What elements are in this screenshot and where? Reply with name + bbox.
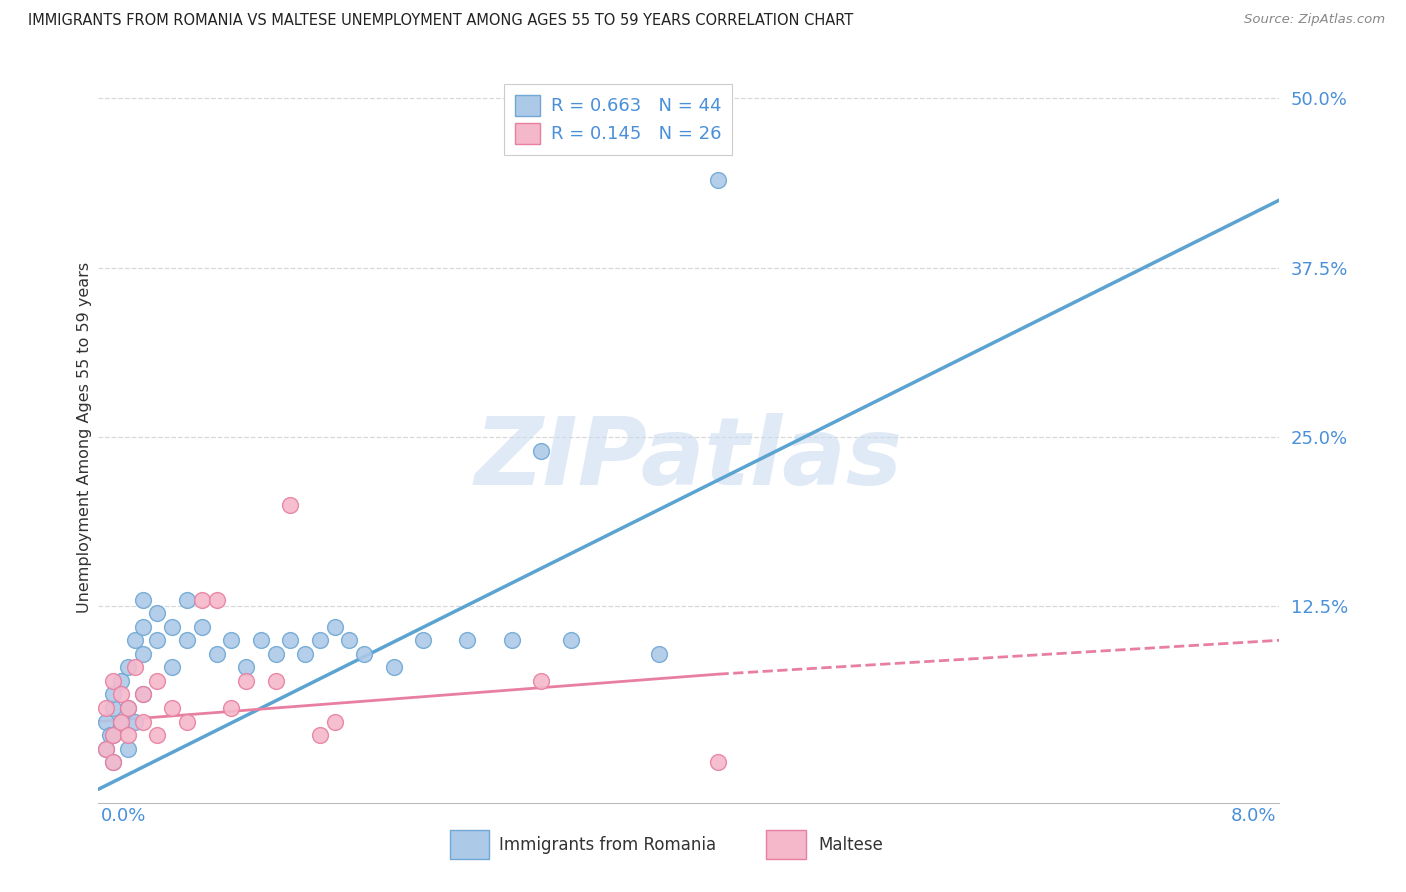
Point — [146, 728, 169, 742]
Point — [132, 688, 155, 702]
Point — [382, 660, 405, 674]
Point — [191, 592, 214, 607]
Point — [235, 673, 257, 688]
Point — [103, 755, 124, 769]
Point — [103, 728, 124, 742]
Point — [530, 443, 553, 458]
Point — [146, 606, 169, 620]
Point — [124, 714, 146, 729]
Point — [176, 592, 198, 607]
Point — [124, 633, 146, 648]
Point — [278, 498, 301, 512]
Point — [219, 633, 242, 648]
Point — [103, 673, 124, 688]
Point — [219, 701, 242, 715]
Point — [648, 647, 671, 661]
Point — [323, 620, 346, 634]
Point — [353, 647, 375, 661]
Point — [278, 633, 301, 648]
Point — [110, 714, 132, 729]
Point — [103, 728, 124, 742]
Point — [117, 701, 139, 715]
Point — [94, 741, 117, 756]
Point — [294, 647, 316, 661]
Point — [162, 620, 183, 634]
Point — [176, 714, 198, 729]
Point — [132, 688, 155, 702]
Text: 8.0%: 8.0% — [1232, 807, 1277, 825]
Point — [162, 701, 183, 715]
Point — [264, 673, 287, 688]
Point — [103, 688, 124, 702]
Point — [176, 633, 198, 648]
Point — [162, 660, 183, 674]
Point — [110, 714, 132, 729]
Legend: R = 0.663   N = 44, R = 0.145   N = 26: R = 0.663 N = 44, R = 0.145 N = 26 — [503, 84, 733, 154]
Point — [94, 701, 117, 715]
Point — [98, 728, 121, 742]
Point — [103, 701, 124, 715]
Point — [308, 728, 332, 742]
Point — [117, 701, 139, 715]
Text: ZIPatlas: ZIPatlas — [475, 413, 903, 505]
Point — [205, 592, 228, 607]
Point — [560, 633, 582, 648]
Point — [707, 755, 730, 769]
Text: Immigrants from Romania: Immigrants from Romania — [499, 836, 716, 854]
Point — [264, 647, 287, 661]
Point — [456, 633, 478, 648]
Point — [308, 633, 332, 648]
Point — [117, 728, 139, 742]
Y-axis label: Unemployment Among Ages 55 to 59 years: Unemployment Among Ages 55 to 59 years — [77, 261, 91, 613]
Text: Source: ZipAtlas.com: Source: ZipAtlas.com — [1244, 13, 1385, 27]
Point — [337, 633, 360, 648]
Point — [323, 714, 346, 729]
Point — [250, 633, 273, 648]
Point — [110, 688, 132, 702]
Point — [191, 620, 214, 634]
Point — [707, 172, 730, 186]
Point — [235, 660, 257, 674]
Point — [110, 673, 132, 688]
Point — [94, 714, 117, 729]
Point — [132, 620, 155, 634]
Point — [117, 660, 139, 674]
Point — [412, 633, 434, 648]
Point — [94, 741, 117, 756]
Point — [205, 647, 228, 661]
Point — [146, 673, 169, 688]
Point — [132, 647, 155, 661]
Point — [132, 592, 155, 607]
Point — [117, 741, 139, 756]
Point — [124, 660, 146, 674]
Point — [132, 714, 155, 729]
Text: IMMIGRANTS FROM ROMANIA VS MALTESE UNEMPLOYMENT AMONG AGES 55 TO 59 YEARS CORREL: IMMIGRANTS FROM ROMANIA VS MALTESE UNEMP… — [28, 13, 853, 29]
Point — [530, 673, 553, 688]
Point — [501, 633, 523, 648]
Point — [146, 633, 169, 648]
Point — [103, 755, 124, 769]
Text: 0.0%: 0.0% — [101, 807, 146, 825]
Text: Maltese: Maltese — [818, 836, 883, 854]
